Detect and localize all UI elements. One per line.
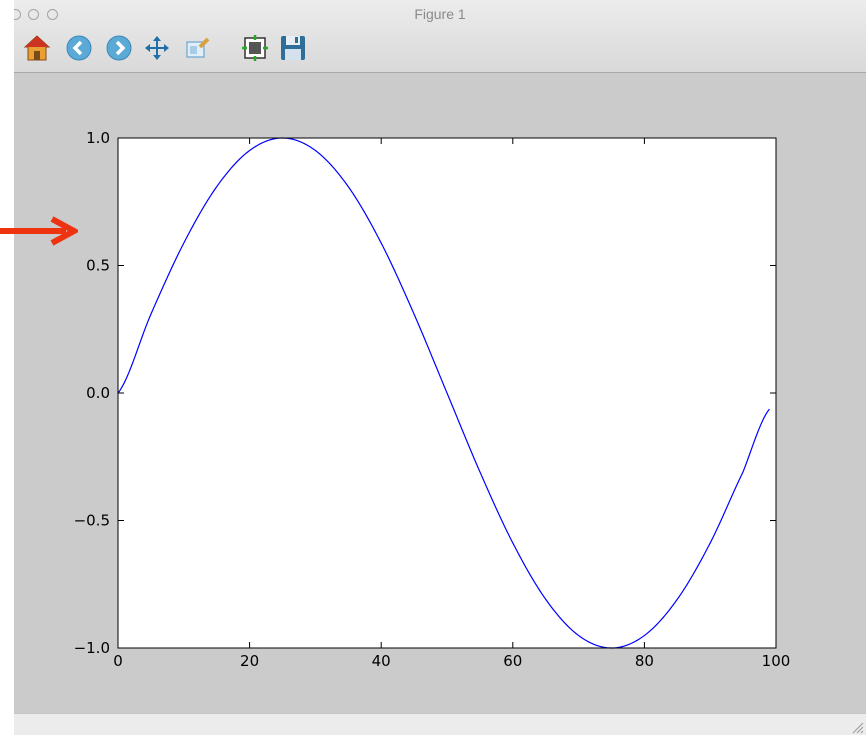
x-tick-label: 100 bbox=[762, 652, 791, 670]
x-tick-label: 80 bbox=[635, 652, 654, 670]
y-tick-label: 1.0 bbox=[86, 129, 110, 147]
zoom-window-button[interactable] bbox=[47, 9, 58, 20]
forward-arrow-icon bbox=[106, 35, 132, 61]
x-tick-label: 60 bbox=[503, 652, 522, 670]
save-floppy-icon bbox=[281, 36, 305, 60]
home-button[interactable] bbox=[22, 33, 52, 63]
x-tick-label: 0 bbox=[113, 652, 123, 670]
resize-grip-icon[interactable] bbox=[850, 720, 864, 734]
figure-window: Figure 1 bbox=[14, 0, 866, 735]
plot-canvas[interactable]: 0 20 40 60 80 100 −1.0 −0.5 0.0 0.5 1.0 bbox=[14, 73, 866, 713]
subplots-configure-icon bbox=[242, 35, 268, 61]
back-button[interactable] bbox=[64, 33, 94, 63]
pan-move-icon bbox=[145, 36, 169, 60]
title-bar: Figure 1 bbox=[14, 0, 866, 73]
forward-button[interactable] bbox=[104, 33, 134, 63]
zoom-button[interactable] bbox=[182, 33, 212, 63]
home-icon bbox=[23, 35, 51, 61]
minimize-window-button[interactable] bbox=[28, 9, 39, 20]
window-title: Figure 1 bbox=[414, 6, 466, 22]
status-bar bbox=[14, 713, 866, 735]
series-line-0 bbox=[117, 137, 770, 649]
pan-button[interactable] bbox=[142, 33, 172, 63]
y-tick-label: 0.0 bbox=[86, 384, 110, 402]
zoom-rectangle-icon bbox=[186, 37, 210, 58]
y-tick-label: 0.5 bbox=[86, 257, 110, 275]
line-chart: 0 20 40 60 80 100 −1.0 −0.5 0.0 0.5 1.0 bbox=[74, 129, 791, 670]
y-tick-label: −1.0 bbox=[74, 639, 110, 657]
configure-subplots-button[interactable] bbox=[240, 33, 270, 63]
x-tick-label: 20 bbox=[240, 652, 259, 670]
annotation-arrow bbox=[0, 216, 78, 246]
close-window-button[interactable] bbox=[14, 9, 21, 20]
save-button[interactable] bbox=[278, 33, 308, 63]
y-tick-label: −0.5 bbox=[74, 512, 110, 530]
x-tick-label: 40 bbox=[372, 652, 391, 670]
back-arrow-icon bbox=[66, 35, 92, 61]
